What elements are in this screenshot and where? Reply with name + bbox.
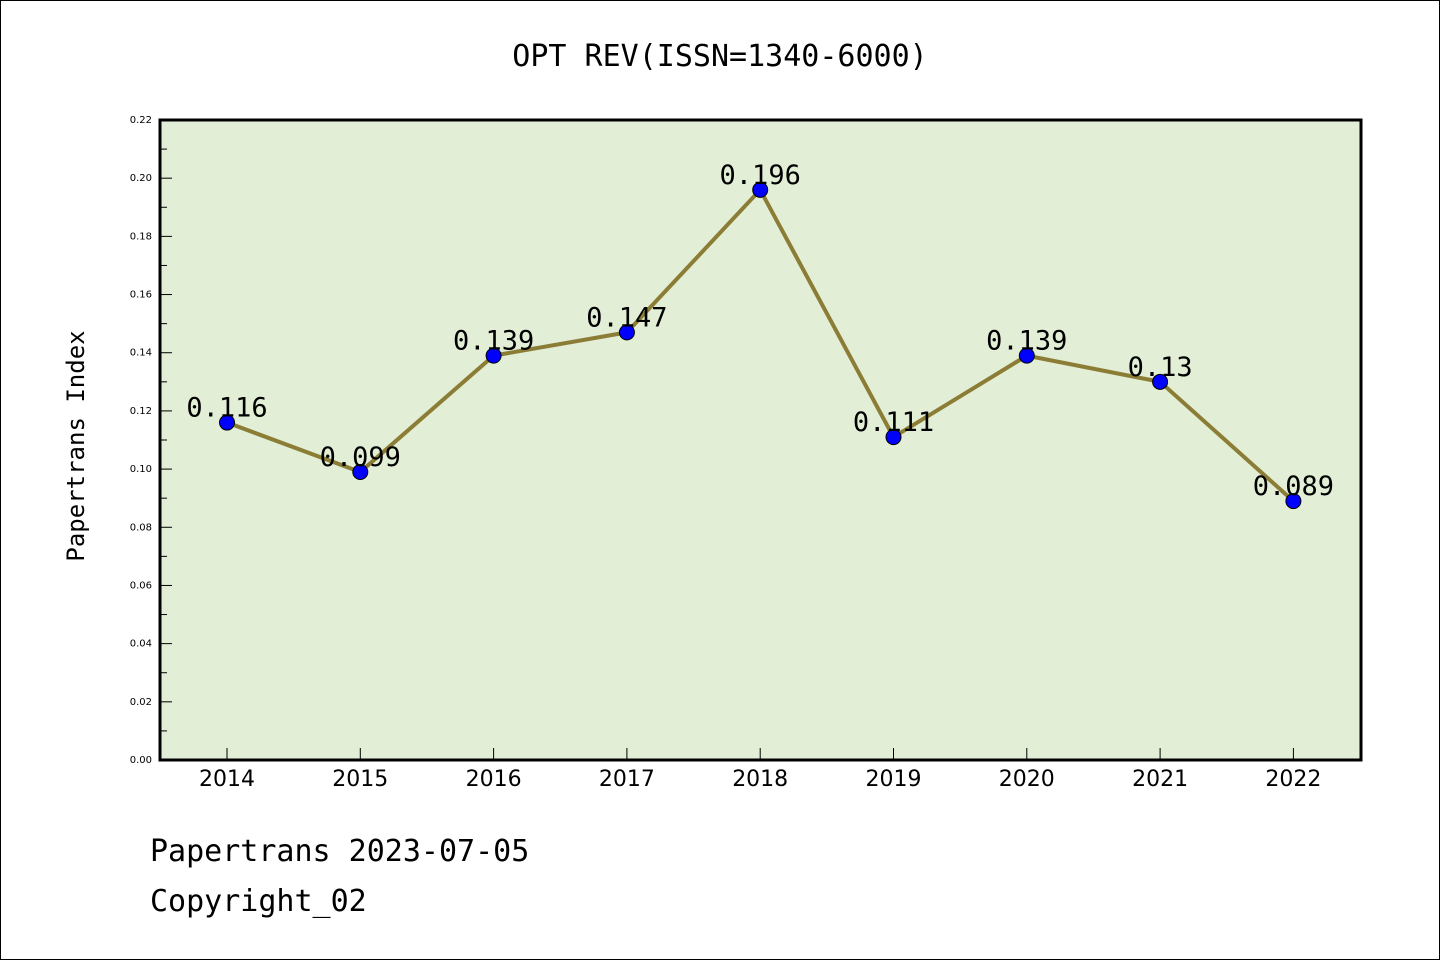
data-point xyxy=(352,464,369,480)
data-point xyxy=(485,347,502,364)
x-tick-label: 2014 xyxy=(199,767,255,792)
y-tick-label: 0.22 xyxy=(130,115,152,126)
data-point xyxy=(219,414,235,431)
y-tick-label: 0.04 xyxy=(130,639,152,650)
y-tick-label: 0.10 xyxy=(130,464,152,475)
x-tick-label: 2016 xyxy=(466,767,522,792)
chart-title: OPT REV(ISSN=1340-6000) xyxy=(512,39,927,74)
data-label: 0.139 xyxy=(453,326,534,357)
x-tick-label: 2020 xyxy=(999,767,1055,792)
y-axis-label: Papertrans Index xyxy=(62,330,90,561)
data-label: 0.089 xyxy=(1253,471,1334,502)
data-point xyxy=(1018,347,1035,364)
data-label: 0.196 xyxy=(720,160,801,191)
y-tick-label: 0.06 xyxy=(130,580,152,591)
x-axis: 2014 2015 2016 2017 2018 2019 2020 2021 2022 xyxy=(199,748,1321,792)
x-tick-label: 2022 xyxy=(1265,767,1321,792)
data-label: 0.139 xyxy=(986,326,1067,357)
y-tick-label: 0.02 xyxy=(130,697,152,708)
y-tick-label: 0.14 xyxy=(130,348,152,359)
data-label: 0.116 xyxy=(186,393,267,424)
footer-date: Papertrans 2023-07-05 xyxy=(150,834,530,869)
data-point xyxy=(1285,493,1302,510)
data-point xyxy=(752,181,769,198)
y-tick-label: 0.18 xyxy=(130,231,152,242)
footer-copyright: Copyright_02 xyxy=(150,884,367,919)
data-point xyxy=(618,324,635,341)
data-point xyxy=(1152,373,1169,390)
data-labels: 0.116 0.099 0.139 0.147 0.196 0.111 0.139 0.13 0… xyxy=(186,160,1334,502)
x-tick-label: 2019 xyxy=(866,767,922,792)
y-axis: 0.00 0.02 0.04 0.06 0.08 0.10 0.12 0.14 0.16 0.18… xyxy=(130,115,172,766)
x-tick-label: 2017 xyxy=(599,767,655,792)
x-tick-label: 2015 xyxy=(332,767,388,792)
data-label: 0.147 xyxy=(586,302,667,333)
x-tick-label: 2021 xyxy=(1132,767,1188,792)
data-label: 0.099 xyxy=(320,442,401,473)
plot-area xyxy=(158,118,1363,762)
y-tick-label: 0.16 xyxy=(130,290,152,301)
y-tick-label: 0.08 xyxy=(130,522,152,533)
data-label: 0.13 xyxy=(1128,352,1193,383)
y-tick-label: 0.12 xyxy=(130,406,152,417)
data-point xyxy=(885,429,902,446)
y-tick-label: 0.20 xyxy=(130,173,152,184)
x-tick-label: 2018 xyxy=(732,767,788,792)
y-tick-label: 0.00 xyxy=(130,755,152,766)
data-points xyxy=(219,181,1302,510)
data-label: 0.111 xyxy=(853,407,934,438)
